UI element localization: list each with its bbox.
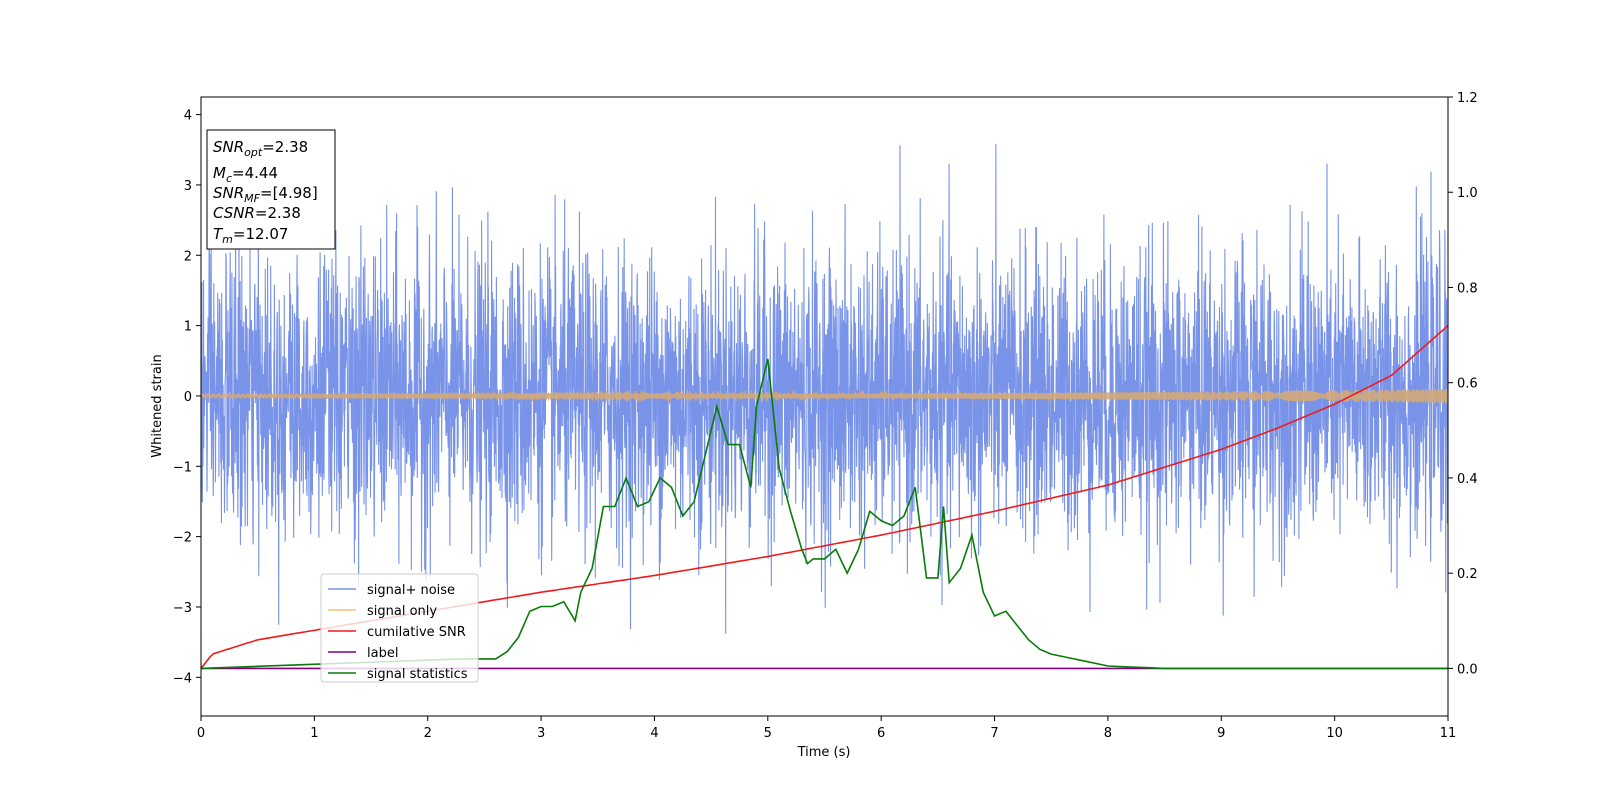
x-tick-label: 2 <box>424 726 432 741</box>
annotation-csnr: CSNR=2.38 <box>213 204 301 222</box>
annotation-tm: Tm=12.07 <box>213 225 288 246</box>
y2-tick-label: 1.0 <box>1457 186 1478 201</box>
y-tick-label: 1 <box>184 320 192 335</box>
legend-entry: label <box>367 646 398 661</box>
annotation-frame <box>206 129 336 250</box>
series-signal-statistics-line <box>201 358 1448 670</box>
y2-tick-label: 0.4 <box>1457 472 1478 487</box>
series-signal-noise-line <box>201 143 1448 634</box>
y-axis-right: 0.0 0.2 0.4 0.6 0.8 1.0 1.2 <box>1448 91 1478 677</box>
y-tick-label: 0 <box>184 390 192 405</box>
annotation-snr-opt: SNRopt=2.38 <box>213 138 308 159</box>
y2-tick-label: 0.2 <box>1457 567 1478 582</box>
x-tick-label: 7 <box>990 726 998 741</box>
y2-tick-label: 0.8 <box>1457 281 1478 296</box>
x-axis: 0 1 2 3 4 5 6 7 8 9 10 11 <box>197 716 1456 741</box>
x-tick-label: 10 <box>1326 726 1343 741</box>
y-axis-left: −4 −3 −2 −1 0 1 2 3 4 <box>173 109 201 686</box>
y2-tick-label: 0.0 <box>1457 662 1478 677</box>
annotation-snr-mf: SNRMF=[4.98] <box>213 184 318 205</box>
y2-tick-label: 0.6 <box>1457 377 1478 392</box>
y-tick-label: −4 <box>173 671 192 686</box>
x-tick-label: 6 <box>877 726 885 741</box>
y-tick-label: −3 <box>173 601 192 616</box>
x-tick-label: 8 <box>1104 726 1112 741</box>
y-axis-label: Whitened strain <box>150 354 165 457</box>
plot-frame <box>200 96 1449 717</box>
y-tick-label: −1 <box>173 460 192 475</box>
x-tick-label: 4 <box>650 726 658 741</box>
x-tick-label: 9 <box>1217 726 1225 741</box>
legend-entry: cumilative SNR <box>367 625 466 640</box>
legend-frame <box>320 573 479 683</box>
x-tick-label: 5 <box>764 726 772 741</box>
legend-entry: signal only <box>367 604 437 619</box>
y-tick-label: 3 <box>184 179 192 194</box>
x-tick-label: 3 <box>537 726 545 741</box>
legend-entry: signal+ noise <box>367 583 455 598</box>
x-tick-label: 11 <box>1440 726 1457 741</box>
x-tick-label: 1 <box>310 726 318 741</box>
legend: signal+ noise signal only cumilative SNR la… <box>320 573 479 683</box>
y-tick-label: 4 <box>184 109 192 124</box>
x-axis-label: Time (s) <box>797 745 851 760</box>
series-signal-noise <box>201 143 1448 634</box>
y2-tick-label: 1.2 <box>1457 91 1478 106</box>
legend-entry: signal statistics <box>367 667 468 682</box>
series-signal-only <box>201 389 1448 403</box>
annotation-box: SNRopt=2.38 Mc=4.44 SNRMF=[4.98] CSNR=2.… <box>206 129 336 250</box>
series-signal-only-line <box>201 389 1448 403</box>
y-tick-label: 2 <box>184 249 192 264</box>
x-tick-label: 0 <box>197 726 205 741</box>
y-tick-label: −2 <box>173 531 192 546</box>
annotation-mc: Mc=4.44 <box>213 164 278 185</box>
